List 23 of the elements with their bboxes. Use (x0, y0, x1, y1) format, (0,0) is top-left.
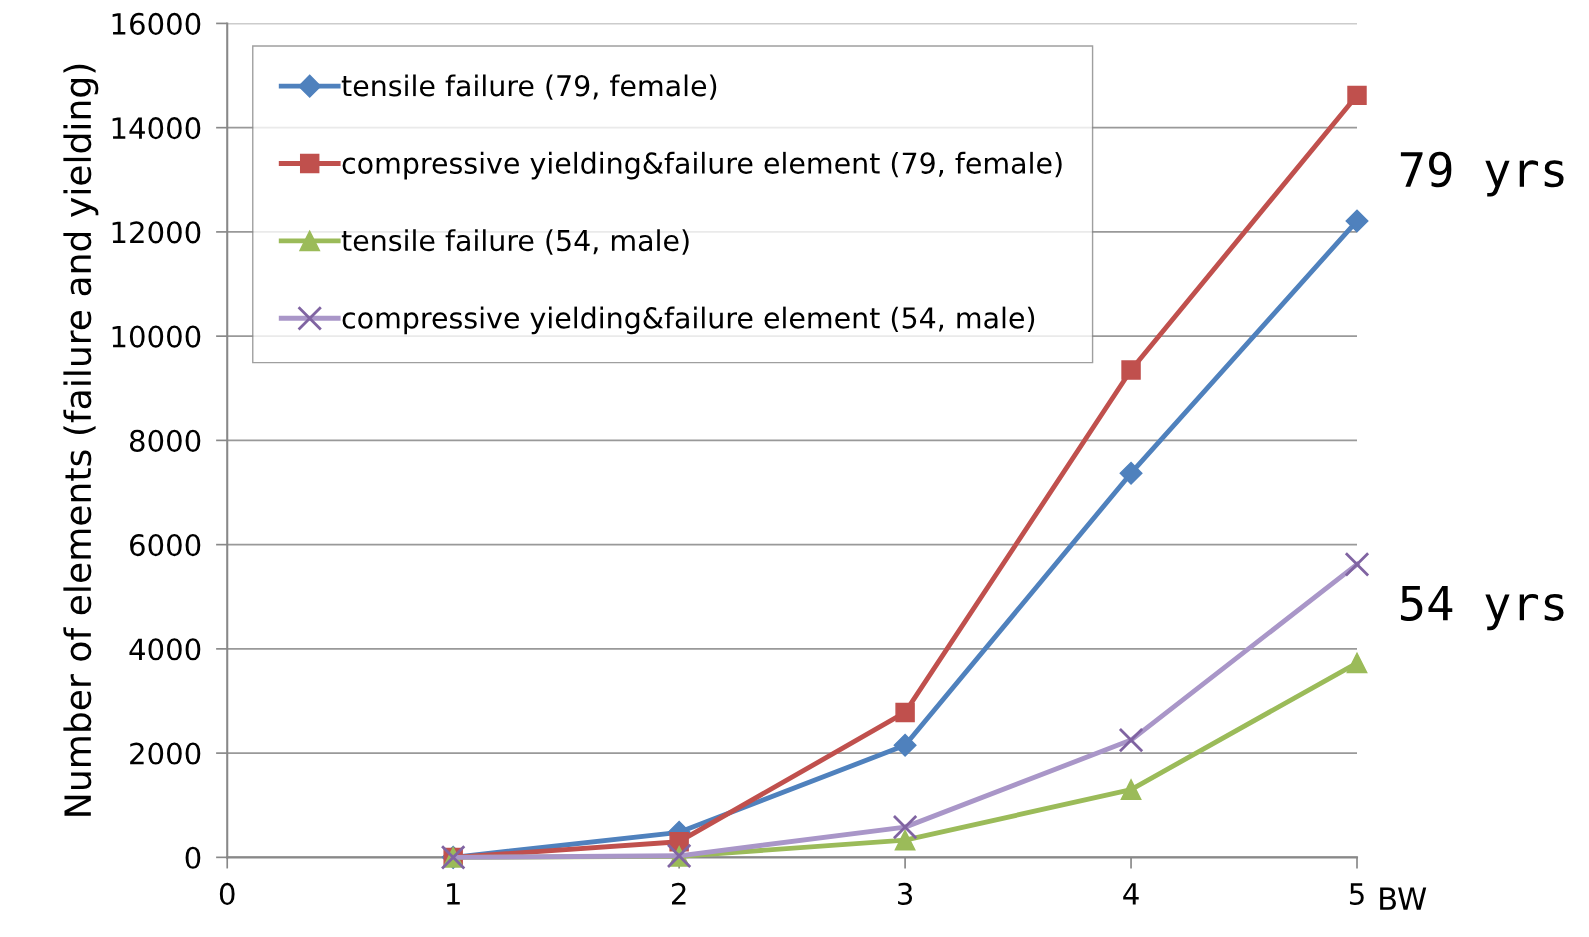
legend-label: compressive yielding&failure element (54, male) (342, 306, 1035, 335)
y-axis-title: Number of elements (failure and yielding) (63, 64, 99, 816)
y-tick-label: 10000 (112, 325, 201, 348)
y-tick-label: 2000 (130, 742, 201, 765)
x-axis-title: BW (1380, 887, 1427, 910)
x-tick-label: 4 (1123, 883, 1139, 905)
x-tick-label: 0 (219, 882, 235, 905)
legend-label: tensile failure (54, male) (341, 229, 689, 255)
legend-label: compressive yielding&failure element (79, female) (342, 151, 1062, 180)
y-tick-label: 12000 (112, 221, 201, 244)
y-tick-label: 0 (185, 846, 201, 869)
x-tick-label: 1 (447, 883, 460, 905)
x-tick-label: 5 (1349, 883, 1364, 905)
legend-label: tensile failure (79, female) (341, 74, 717, 100)
y-tick-label: 8000 (129, 429, 201, 452)
text: 54 yrs (1400, 585, 1564, 631)
text: 79 yrs (1400, 151, 1564, 197)
y-tick-label: 4000 (129, 638, 201, 661)
y-tick-label: 14000 (112, 117, 201, 140)
y-tick-label: 6000 (130, 534, 201, 557)
x-tick-label: 2 (672, 882, 686, 905)
y-tick-label: 16000 (112, 12, 201, 35)
x-tick-label: 3 (898, 882, 913, 905)
